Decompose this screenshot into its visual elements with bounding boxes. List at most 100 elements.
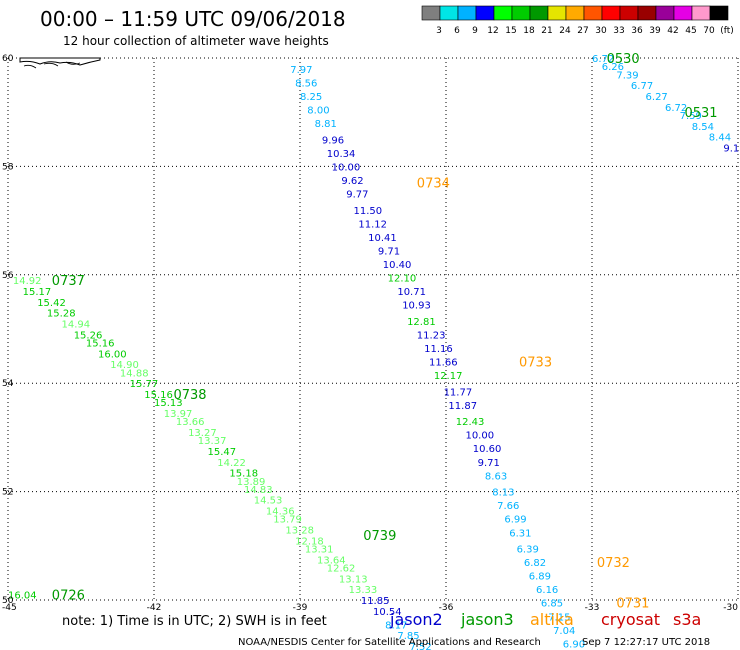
colorbar-label: 70	[703, 26, 715, 36]
x-tick-label: -36	[439, 603, 454, 613]
swh-value-jason2: 10.00	[465, 431, 494, 442]
legend-mission-jason2: jason2	[389, 610, 443, 629]
colorbar-swatch	[709, 5, 729, 21]
colorbar-swatch	[583, 5, 603, 21]
swh-value-jason2: 12.17	[434, 371, 463, 382]
coastline-shape	[19, 57, 101, 66]
swh-value-jason2: 10.41	[368, 233, 397, 244]
swh-value-altika: 7.85	[397, 631, 419, 642]
colorbar-label: 18	[523, 26, 535, 36]
swh-value-jason3: 14.92	[13, 276, 42, 287]
colorbar-label: 33	[613, 26, 624, 36]
swh-value-jason2: 6.99	[504, 515, 526, 526]
colorbar-swatch	[601, 5, 621, 21]
colorbar-label: 27	[577, 26, 588, 36]
swh-value-jason3: 13.66	[176, 417, 205, 428]
pass-time-label: 0726	[52, 589, 85, 604]
swh-value-jason2: 7.04	[553, 626, 575, 637]
colorbar-swatch	[655, 5, 675, 21]
swh-value-jason2: 11.16	[424, 344, 453, 355]
swh-value-jason2: 8.13	[492, 488, 514, 499]
swh-value-s3a: 6.77	[631, 81, 653, 92]
x-tick-label: -39	[293, 603, 308, 613]
pass-time-label: 0731	[616, 597, 649, 612]
swh-value-s3a: 6.27	[646, 92, 668, 103]
swh-value-jason2: 6.89	[529, 572, 551, 583]
legend-mission-jason3: jason3	[460, 610, 514, 629]
y-tick-label: 54	[2, 379, 14, 389]
swh-value-jason2: 9.62	[341, 176, 363, 187]
colorbar-label: (ft)	[720, 26, 734, 36]
plot-area	[8, 58, 738, 600]
colorbar-label: 6	[454, 26, 460, 36]
colorbar-swatch	[511, 5, 531, 21]
swh-value-jason3: 13.89	[237, 477, 266, 488]
swh-value-jason3: 14.36	[266, 507, 295, 518]
swh-value-jason2: 9.77	[346, 190, 368, 201]
swh-value-jason2: 10.71	[397, 287, 426, 298]
swh-value-altika: 8.17	[385, 620, 407, 631]
chart-title: 00:00 – 11:59 UTC 09/06/2018	[40, 7, 346, 31]
swh-value-jason2: 6.31	[509, 528, 531, 539]
swh-value-s3a: 7.39	[616, 70, 638, 81]
swh-value-s3a: 8.44	[709, 133, 731, 144]
swh-value-jason3: 15.18	[229, 469, 258, 480]
swh-value-jason3: 13.13	[339, 574, 368, 585]
colorbar-swatch	[439, 5, 459, 21]
colorbar-swatch	[673, 5, 693, 21]
swh-value-altika: 11.85	[361, 596, 390, 607]
colorbar-swatch	[475, 5, 495, 21]
swh-value-jason2: 7.15	[548, 612, 570, 623]
swh-value-jason3: 14.53	[254, 496, 283, 507]
colorbar-swatch	[493, 5, 513, 21]
grid	[7, 57, 739, 601]
pass-time-label: 0732	[597, 556, 630, 571]
y-tick-label: 56	[2, 271, 14, 281]
swh-value-jason3: 13.28	[285, 526, 314, 537]
swh-value-jason3: 13.27	[188, 428, 217, 439]
color-scale-bar: 3 6 9 12 15 18 21 24 27 30 33 36 39 42 45 70 (ft)	[421, 5, 734, 36]
colorbar-swatch	[619, 5, 639, 21]
colorbar-label: 30	[595, 26, 607, 36]
axes: -45 -42 -39 -36 -33 -30 50 52 54 56 58 60	[2, 54, 738, 613]
colorbar-label: 24	[559, 26, 571, 36]
footer-credit: NOAA/NESDIS Center for Satellite Applica…	[238, 637, 541, 648]
coastline-detail	[23, 61, 81, 69]
swh-value-jason2: 8.63	[485, 471, 507, 482]
swh-value-s3a: 9.11	[723, 143, 740, 154]
swh-value-jason3: 14.90	[110, 360, 139, 371]
swh-value-altika: 7.52	[410, 642, 432, 650]
swh-value-jason2: 9.96	[322, 135, 344, 146]
pass-time-label: 0738	[173, 388, 206, 403]
x-tick-label: -33	[585, 603, 600, 613]
y-tick-label: 58	[2, 162, 14, 172]
swh-value-jason3: 13.37	[198, 436, 227, 447]
swh-value-jason3: 12.18	[295, 536, 324, 547]
swh-value-jason3: 13.31	[305, 545, 334, 556]
swh-value-jason3: 15.17	[23, 287, 52, 298]
pass-time-label: 0733	[519, 356, 552, 371]
pass-time-label: 0531	[684, 106, 717, 121]
colorbar-label: 42	[667, 26, 678, 36]
swh-value-jason2: 10.00	[332, 162, 361, 173]
swh-value-jason3: 15.28	[47, 309, 76, 320]
swh-value-jason3: 15.16	[144, 390, 173, 401]
swh-value-jason2: 11.23	[417, 330, 446, 341]
y-tick-label: 50	[2, 596, 14, 606]
x-tick-label: -45	[2, 603, 17, 613]
swh-value-jason2: 11.77	[444, 387, 473, 398]
swh-value-jason3: 14.83	[244, 485, 273, 496]
swh-value-s3a: 6.72	[592, 54, 614, 65]
plot-frame	[8, 58, 738, 600]
y-tick-label: 60	[2, 54, 14, 64]
swh-value-jason2: 11.50	[354, 206, 383, 217]
swh-value-jason2: 6.85	[541, 599, 563, 610]
swh-value-s3a: 7.59	[680, 111, 702, 122]
pass-time-label: 0530	[607, 52, 640, 67]
swh-value-jason3: 15.16	[86, 339, 115, 350]
swh-value-jason2: 10.60	[473, 444, 502, 455]
swh-value-jason2: 9.71	[478, 458, 500, 469]
swh-value-jason2: 10.40	[383, 260, 412, 271]
colorbar-swatch	[529, 5, 549, 21]
